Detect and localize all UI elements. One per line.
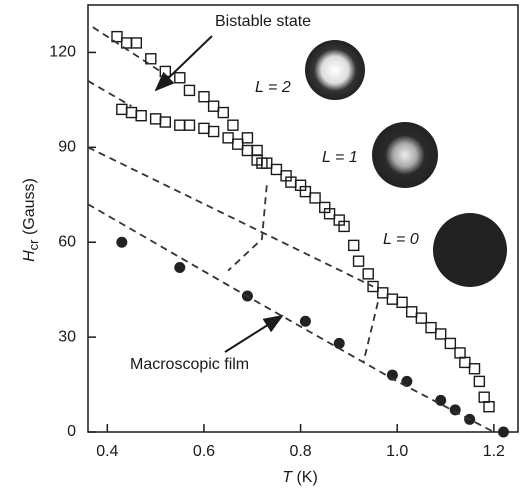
vortex-image (433, 213, 507, 287)
dashed-line (227, 185, 268, 272)
square-marker (183, 119, 196, 131)
square-marker (425, 321, 437, 334)
dot-marker (386, 369, 398, 381)
square-marker (299, 185, 312, 198)
square-marker (159, 65, 172, 78)
arrow (224, 314, 284, 353)
dashed-line (87, 203, 495, 433)
square-marker (217, 106, 229, 119)
square-marker (434, 328, 447, 340)
square-marker (241, 144, 254, 157)
y-label-subscript: cr (26, 239, 41, 251)
square-marker (406, 306, 418, 318)
dashed-line (92, 26, 166, 76)
dot-marker (174, 262, 186, 274)
square-marker (251, 144, 263, 157)
dot-marker (435, 394, 447, 406)
square-marker (159, 116, 172, 128)
square-marker (227, 119, 239, 131)
dashed-line (87, 80, 132, 107)
y-tick-label: 30 (58, 328, 76, 345)
vortex-image (372, 122, 438, 188)
dot-marker (498, 426, 510, 438)
square-marker (120, 37, 133, 49)
square-marker (323, 208, 336, 220)
annotation: L = 2 (255, 79, 291, 96)
square-marker (149, 113, 162, 125)
square-marker (444, 337, 457, 350)
x-label-unit: (K) (296, 469, 317, 486)
x-tick-label: 0.4 (96, 443, 118, 460)
annotation: Macroscopic film (130, 356, 249, 373)
square-marker (454, 347, 466, 359)
square-marker (125, 106, 138, 119)
square-marker (415, 312, 428, 324)
x-tick-label: 1.2 (483, 443, 505, 460)
square-marker (116, 103, 128, 116)
square-marker (377, 287, 389, 299)
square-marker (207, 125, 220, 138)
y-axis-label: Hcr (Gauss) (21, 178, 43, 262)
square-marker (207, 100, 220, 112)
y-label-unit: (Gauss) (21, 178, 38, 235)
square-marker (396, 296, 408, 309)
square-marker (174, 119, 186, 131)
square-marker (198, 122, 210, 135)
y-tick-label: 60 (58, 233, 76, 250)
square-marker (145, 53, 157, 65)
y-label-symbol: H (21, 250, 38, 262)
square-marker (183, 84, 196, 97)
annotation: L = 0 (383, 231, 419, 248)
annotation: Bistable state (215, 13, 311, 30)
square-marker (222, 132, 234, 144)
square-marker (232, 138, 244, 150)
x-tick-label: 1.0 (386, 443, 408, 460)
dashed-line (362, 302, 379, 363)
plot-frame (87, 4, 519, 433)
square-marker (261, 157, 273, 169)
x-tick-label: 0.8 (289, 443, 311, 460)
square-marker (348, 239, 360, 252)
square-marker (483, 400, 495, 413)
square-marker (309, 192, 321, 204)
x-axis-label: T (K) (282, 469, 318, 486)
dot-marker (299, 315, 311, 327)
square-marker (478, 391, 490, 403)
vortex-image (305, 40, 365, 100)
square-marker (338, 220, 350, 233)
square-marker (473, 375, 486, 388)
dot-marker (333, 337, 345, 349)
x-label-symbol: T (282, 469, 293, 486)
square-marker (135, 110, 147, 122)
arrow (154, 35, 213, 92)
dashed-line (87, 146, 374, 288)
y-tick-label: 120 (49, 44, 76, 61)
square-marker (241, 132, 254, 144)
square-marker (386, 293, 399, 305)
x-tick-label: 0.6 (193, 443, 215, 460)
square-marker (362, 268, 374, 280)
square-marker (198, 91, 210, 103)
y-tick-label: 90 (58, 139, 76, 156)
square-marker (352, 255, 365, 267)
annotation: L = 1 (322, 149, 358, 166)
dot-marker (116, 236, 128, 248)
square-marker (130, 37, 143, 49)
square-marker (174, 72, 186, 84)
square-marker (459, 356, 471, 369)
square-marker (270, 163, 283, 176)
square-marker (367, 280, 379, 293)
square-marker (111, 30, 123, 43)
y-tick-label: 0 (67, 423, 76, 440)
square-marker (468, 363, 481, 375)
